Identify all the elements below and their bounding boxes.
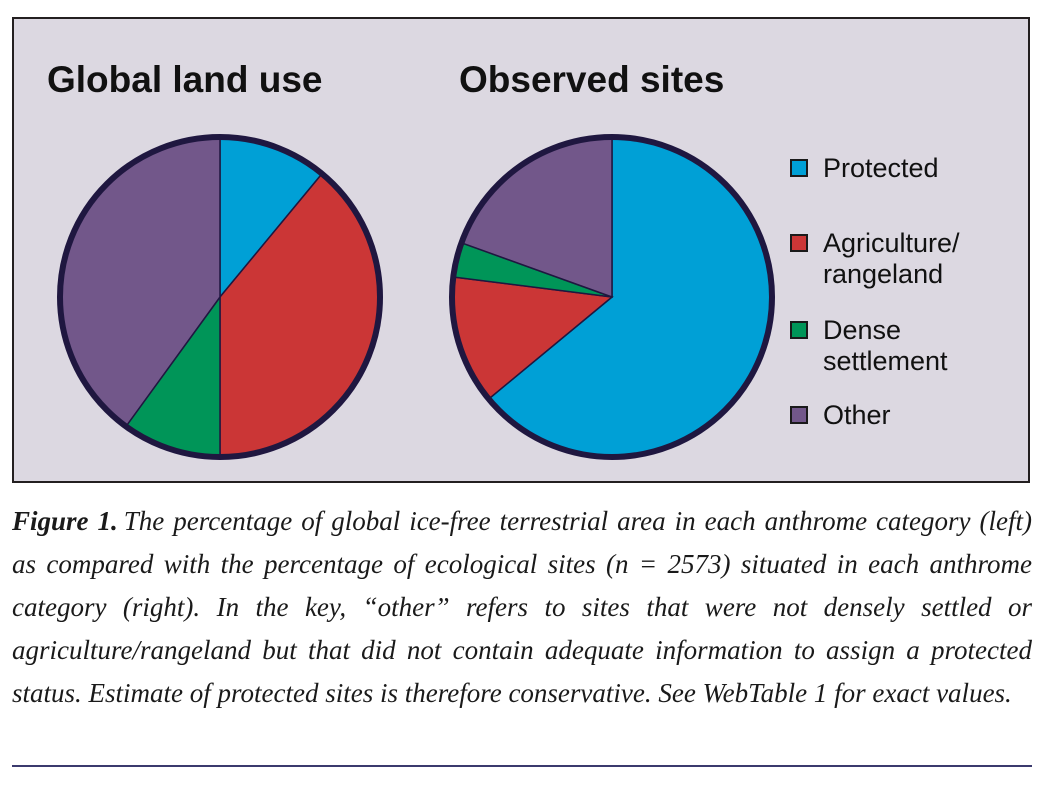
chart-title-observed-sites: Observed sites [459, 59, 725, 100]
pie-chart-observed-sites [449, 134, 775, 460]
legend-swatch-other [790, 406, 808, 424]
legend-label-dense-settlement: Dense settlement [823, 315, 948, 376]
legend-swatch-agriculture [790, 234, 808, 252]
pie-chart-global-land-use [57, 134, 383, 460]
legend-label-other: Other [823, 400, 891, 430]
bottom-rule [12, 765, 1032, 767]
figure-caption: Figure 1. The percentage of global ice-fr… [12, 500, 1032, 715]
pie-outline-observed-sites [449, 134, 775, 460]
legend-swatch-protected [790, 159, 808, 177]
figure-panel: Global land use Observed sites Protected… [12, 17, 1030, 483]
legend-swatch-dense-settlement [790, 321, 808, 339]
chart-title-global-land-use: Global land use [47, 59, 323, 100]
legend-label-agriculture: Agriculture/ rangeland [823, 228, 960, 289]
figure-caption-text: The percentage of global ice-free terres… [12, 506, 1032, 708]
pie-outline-global-land-use [57, 134, 383, 460]
legend-label-protected: Protected [823, 153, 939, 183]
figure-caption-label: Figure 1. [12, 506, 118, 536]
